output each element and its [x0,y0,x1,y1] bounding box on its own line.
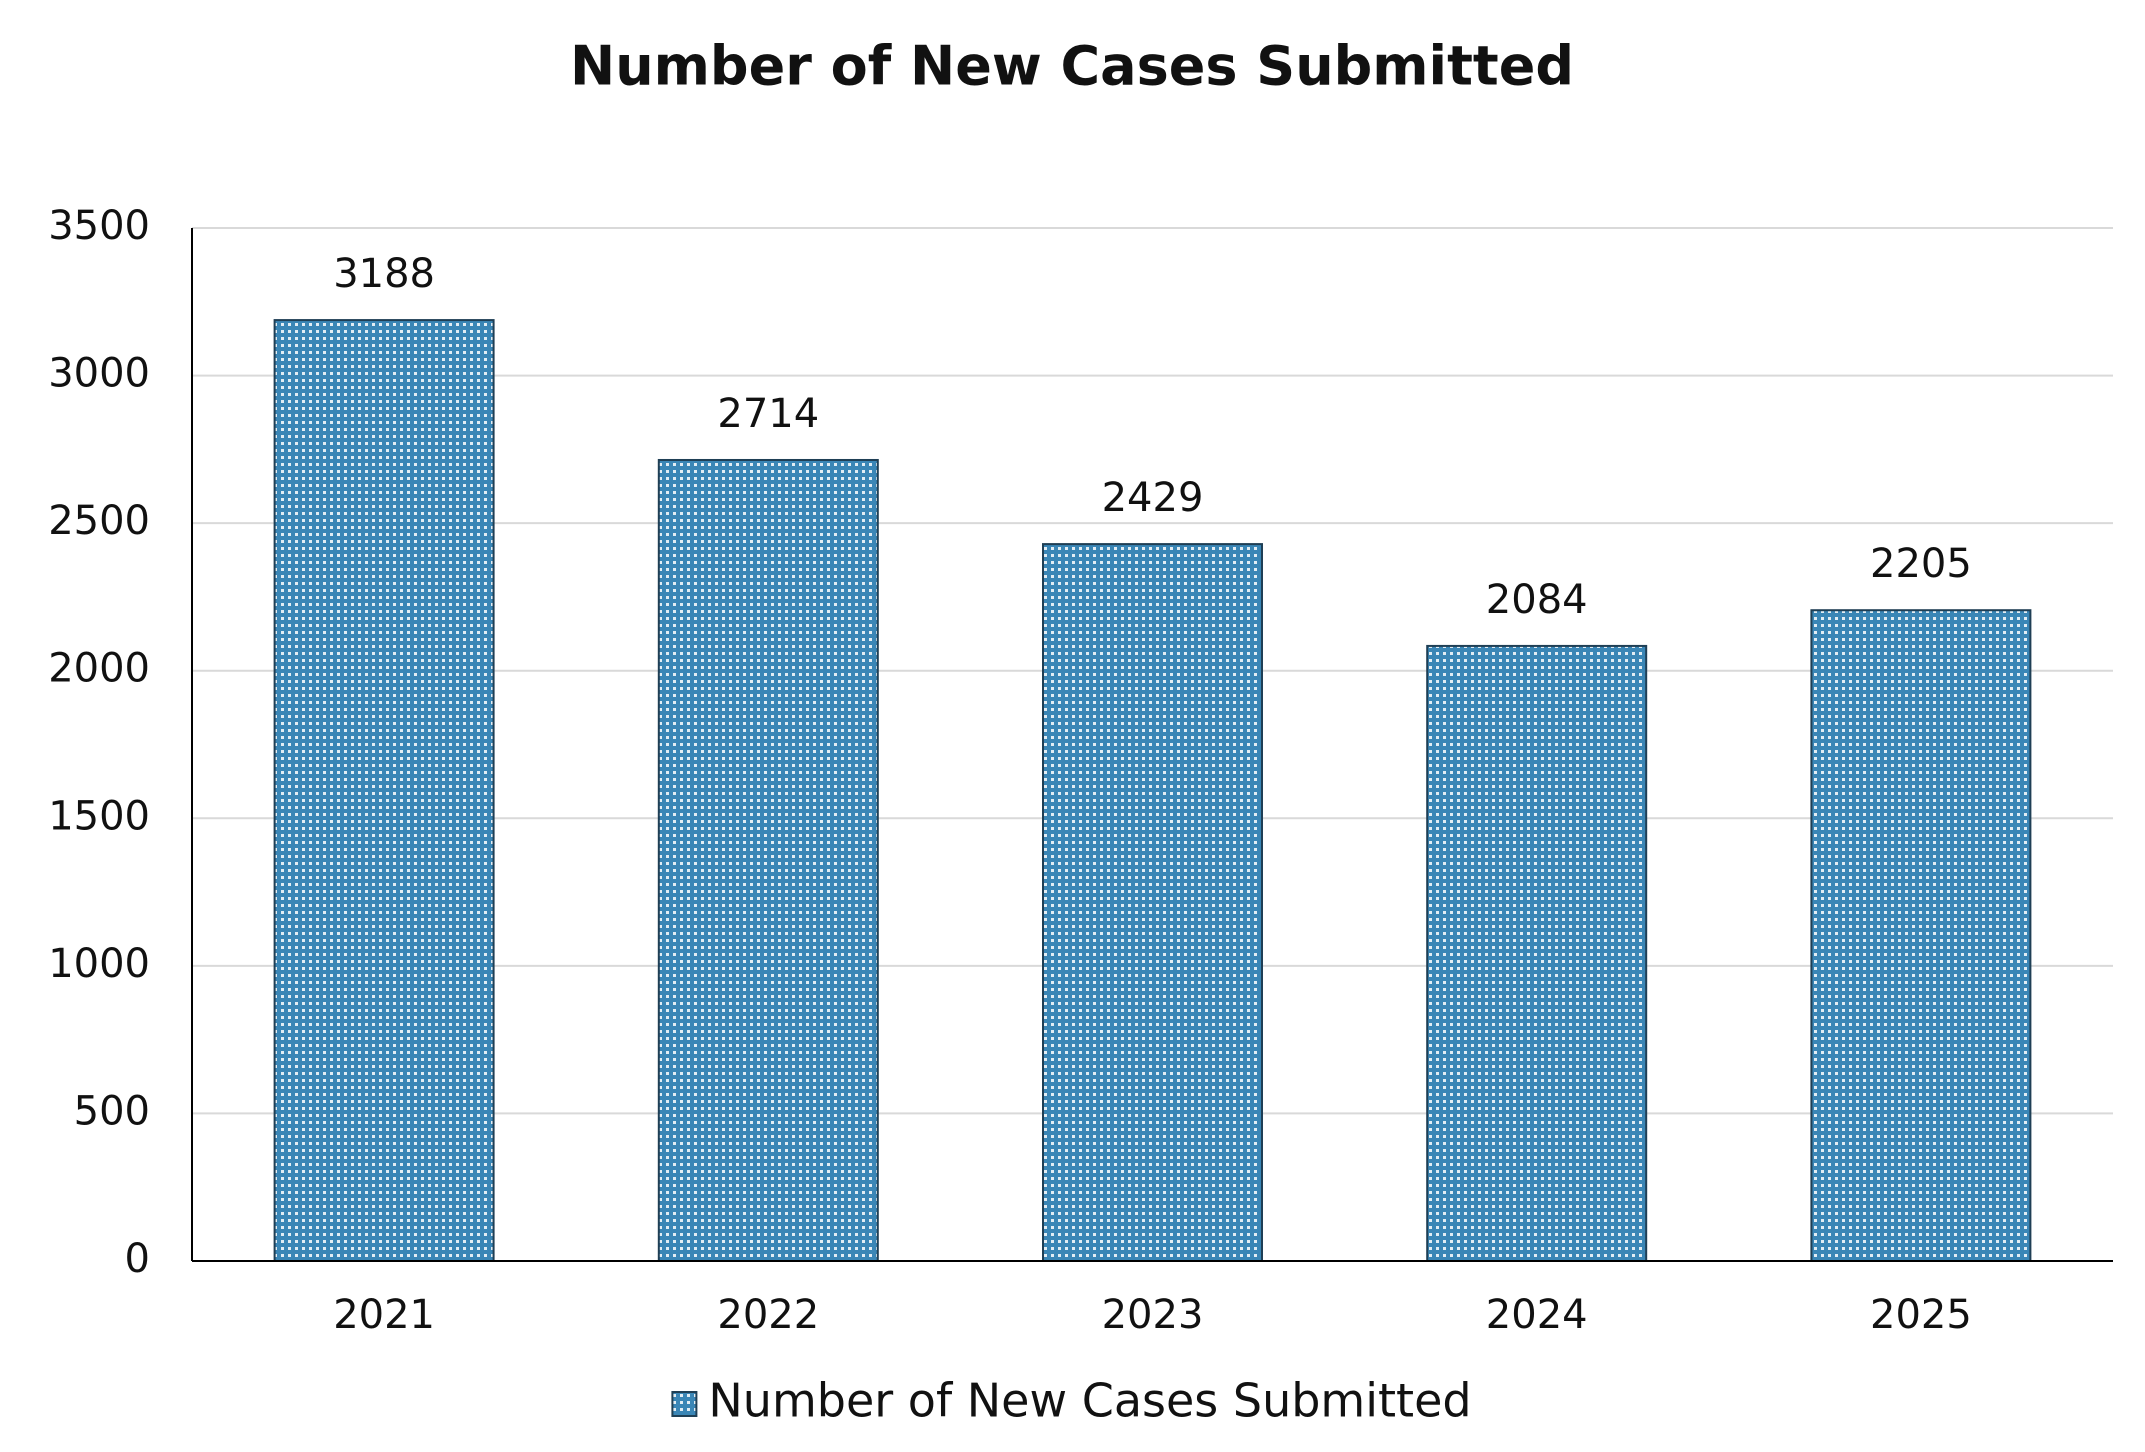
x-tick-label: 2022 [717,1292,819,1338]
data-label: 2714 [717,391,819,437]
bar [1426,644,1648,1262]
y-tick-label: 0 [125,1236,150,1282]
legend-swatch [671,1391,698,1417]
y-tick-label: 2500 [48,498,150,544]
y-tick-label: 1500 [48,793,150,839]
chart-title: Number of New Cases Submitted [570,35,1574,98]
y-tick-label: 3500 [48,203,150,249]
bar [1810,609,2032,1262]
x-tick-label: 2025 [1870,1292,1972,1338]
y-tick-label: 3000 [48,351,150,397]
x-tick-label: 2024 [1486,1292,1588,1338]
x-tick-label: 2021 [333,1292,435,1338]
legend-label: Number of New Cases Submitted [708,1374,1471,1428]
y-tick-label: 500 [74,1088,150,1134]
data-label: 3188 [333,251,435,297]
data-label: 2205 [1870,541,1972,587]
x-tick-label: 2023 [1102,1292,1204,1338]
y-tick-label: 2000 [48,646,150,692]
bar [1042,543,1263,1262]
y-tick-label: 1000 [48,941,150,987]
data-label: 2084 [1486,577,1588,623]
data-label: 2429 [1102,475,1204,521]
bar [657,458,879,1262]
bar [273,319,495,1262]
